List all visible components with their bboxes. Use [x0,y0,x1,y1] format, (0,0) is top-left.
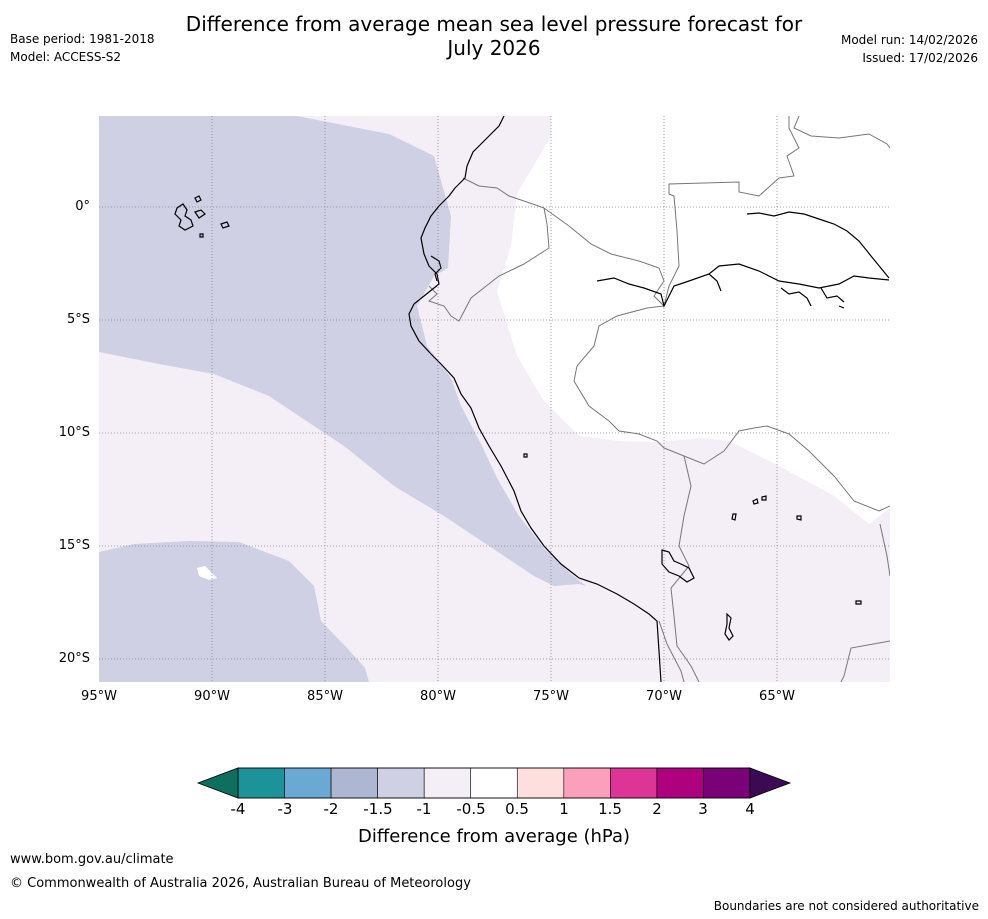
island-galapagos-isabela [174,203,194,231]
river-amazon-trib-3 [838,305,845,309]
map-svg [99,115,891,683]
colorbar-outline [237,767,751,799]
border-bolivia-paraguay [879,523,891,577]
lake-bolivia-2 [761,495,767,501]
issued-date: Issued: 17/02/2026 [862,51,978,65]
lake-bolivia-3 [731,513,737,521]
colorbar-box-11 [703,767,751,799]
colorbar-box-10 [656,767,704,799]
chart-title: Difference from average mean sea level p… [0,12,988,60]
coast-gulf-of-guayaquil [430,255,442,282]
colorbar-boxes [237,767,751,799]
lake-peru-1 [523,453,528,458]
band-darker-north [99,116,586,586]
cb-tick-3: -2 [323,800,339,818]
footer-copyright: © Commonwealth of Australia 2026, Austra… [10,876,471,891]
coast-pacific-south-america [408,115,662,683]
river-amazon-trib-2 [820,287,845,303]
base-period: Base period: 1981-2018 [10,32,155,46]
river-amazon-north [746,211,890,279]
cb-tick-10: 2 [652,800,662,818]
border-colombia-venezuela [663,116,800,307]
meta-right: Model run: 14/02/2026 Issued: 17/02/2026 [841,31,978,67]
colorbar-box-3 [330,767,378,799]
lake-bolivia-1 [752,498,759,505]
border-bolivia-chile [658,620,685,683]
colorbar-box-6 [470,767,518,799]
footer-disclaimer: Boundaries are not considered authoritat… [713,899,979,913]
cb-tick-12: 4 [745,800,755,818]
cb-tick-4: -1.5 [363,800,393,818]
lon-label-90w: 90°W [194,689,230,704]
river-amazon-trib-1 [780,287,812,307]
cb-tick-11: 3 [698,800,708,818]
border-colombia-ecuador [462,177,545,209]
border-colombia-brazil [543,207,665,307]
cb-tick-1: -4 [230,800,246,818]
colorbar-over-arrow [749,767,792,799]
cb-tick-2: -3 [277,800,293,818]
cb-tick-8: 1 [559,800,569,818]
lake-titicaca [661,549,695,583]
island-galapagos-fernandina [194,195,202,203]
colorbar-box-5 [423,767,472,799]
lon-label-65w: 65°W [759,689,795,704]
map-panel [99,115,891,683]
colorbar-svg [196,767,792,799]
river-amazon-main [596,263,890,308]
border-bolivia-east [840,640,891,683]
meta-left: Base period: 1981-2018 Model: ACCESS-S2 [10,30,155,66]
colorbar-box-4 [377,767,425,799]
river-amazon-trib-4 [708,273,722,292]
lon-label-75w: 75°W [533,689,569,704]
colorbar-box-2 [284,767,332,799]
lake-poopo [724,612,734,641]
coastlines [174,115,890,683]
cb-tick-6: -0.5 [456,800,486,818]
cb-tick-5: -1 [416,800,432,818]
island-galapagos-espanola [199,233,204,238]
lat-label-10s: 10°S [58,425,90,440]
footer-url[interactable]: www.bom.gov.au/climate [10,852,174,867]
colorbar-box-7 [516,767,565,799]
cb-tick-7: 0.5 [505,800,529,818]
lon-label-70w: 70°W [646,689,682,704]
lon-label-80w: 80°W [420,689,456,704]
cb-tick-9: 1.5 [598,800,622,818]
model-run: Model run: 14/02/2026 [840,33,978,47]
colorbar-box-9 [610,767,658,799]
lat-label-15s: 15°S [58,538,90,553]
border-venezuela-brazil-north [793,115,891,149]
lat-label-0: 0° [75,199,90,214]
lake-bolivia-4 [796,515,802,521]
lon-label-85w: 85°W [307,689,343,704]
colorbar-title: Difference from average (hPa) [357,826,631,847]
island-galapagos-sancristobal [220,221,230,229]
band-darker-south [99,541,369,682]
lat-label-20s: 20°S [58,651,90,666]
title-line-1: Difference from average mean sea level p… [185,12,803,36]
colorbar-box-8 [563,767,611,799]
colorbar [196,766,794,802]
band-white-pocket [197,566,217,580]
lat-label-5s: 5°S [66,312,90,327]
title-line-2: July 2026 [447,36,541,60]
model-name: Model: ACCESS-S2 [10,50,122,64]
lake-paraguay [855,600,862,605]
colorbar-under-arrow [196,767,239,799]
island-galapagos-santacruz [194,209,206,219]
gridlines [99,116,890,682]
colorbar-ticks: -4 -3 -2 -1.5 -1 -0.5 0.5 1 1.5 2 3 4 [0,800,988,820]
border-ecuador-peru [428,207,550,322]
colorbar-box-1 [237,767,285,799]
border-peru-brazil [573,305,891,512]
lon-label-95w: 95°W [81,689,117,704]
